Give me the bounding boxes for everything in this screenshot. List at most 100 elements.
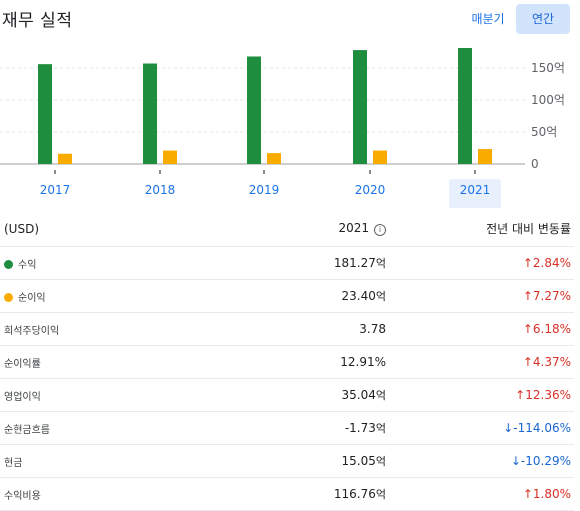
change-value: -10.29% [520, 454, 571, 468]
annual-toggle-button[interactable]: 연간 [516, 4, 570, 34]
metric-value: 3.78 [359, 322, 386, 336]
metric-label: 영업이익 [4, 391, 41, 403]
metric-label: 수익비용 [4, 490, 41, 502]
table-row: 영업이익 35.04억 ↑12.36% [0, 378, 574, 412]
arrow-up-icon: ↑ [522, 289, 533, 303]
unit-label: 억 [375, 257, 386, 270]
unit-label: 억 [375, 488, 386, 501]
table-header-row: (USD) 2021 i 전년 대비 변동률 [0, 211, 574, 247]
metric-value-cell: 23.40억 [235, 279, 387, 313]
currency-header: (USD) [0, 211, 235, 247]
change-cell: ↑2.84% [387, 246, 574, 280]
table-row: 희석주당이익 3.78 ↑6.18% [0, 312, 574, 346]
net-income-bar [373, 150, 387, 164]
change-cell: ↓-114.06% [387, 411, 574, 445]
change-value: 1.80% [532, 487, 571, 501]
financial-table: (USD) 2021 i 전년 대비 변동률 수익 181.27억 ↑2.84% 순이익… [0, 211, 574, 511]
metric-value-cell: 15.05억 [235, 444, 387, 478]
change-cell: ↑4.37% [387, 345, 574, 379]
legend-dot-icon [4, 259, 13, 269]
metric-value-cell: 116.76억 [235, 477, 387, 511]
metric-value: 35.04 [341, 388, 376, 402]
metric-label: 수익 [18, 259, 37, 271]
unit-label: 억 [375, 389, 386, 402]
year-header-label: 2021 [338, 221, 369, 235]
change-value: -114.06% [513, 421, 571, 435]
table-row: 순현금흐름 -1.73억 ↓-114.06% [0, 411, 574, 445]
arrow-down-icon: ↓ [510, 454, 521, 468]
quarterly-toggle-button[interactable]: 매분기 [471, 12, 505, 26]
change-value: 7.27% [532, 289, 571, 303]
unit-label: 억 [375, 290, 386, 303]
y-tick-label: 50억 [531, 125, 557, 139]
metric-value-cell: 3.78 [235, 312, 387, 346]
table-row: 순이익률 12.91% ↑4.37% [0, 345, 574, 379]
arrow-up-icon: ↑ [522, 322, 533, 336]
table-row: 수익 181.27억 ↑2.84% [0, 246, 574, 280]
metric-label: 순현금흐름 [4, 424, 50, 436]
arrow-up-icon: ↑ [522, 487, 533, 501]
net-income-bar [267, 153, 281, 164]
section-title: 재무 실적 [2, 11, 73, 31]
x-tick-label[interactable]: 2020 [355, 183, 386, 197]
revenue-bar [247, 56, 261, 165]
unit-label: 억 [375, 455, 386, 468]
arrow-down-icon: ↓ [503, 421, 514, 435]
net-income-bar [163, 150, 177, 164]
change-value: 12.36% [525, 388, 571, 402]
selected-year-highlight [449, 179, 501, 208]
table-row: 현금 15.05억 ↓-10.29% [0, 444, 574, 478]
metric-label: 순이익률 [4, 358, 41, 370]
table-row: 순이익 23.40억 ↑7.27% [0, 279, 574, 313]
metric-value-cell: 35.04억 [235, 378, 387, 412]
metric-label: 현금 [4, 457, 23, 469]
metric-label-cell: 수익 [0, 246, 235, 280]
metric-label: 희석주당이익 [4, 325, 60, 337]
arrow-up-icon: ↑ [515, 388, 526, 402]
x-tick-label[interactable]: 2021 [460, 183, 491, 197]
metric-label-cell: 현금 [0, 444, 235, 478]
metric-label-cell: 순이익 [0, 279, 235, 313]
y-tick-label: 150억 [531, 61, 565, 75]
arrow-up-icon: ↑ [522, 355, 533, 369]
change-value: 4.37% [532, 355, 571, 369]
revenue-bar [458, 47, 472, 164]
metric-label: 순이익 [18, 292, 46, 304]
change-cell: ↑6.18% [387, 312, 574, 346]
metric-value: 12.91% [340, 355, 386, 369]
net-income-bar [478, 149, 492, 164]
metric-label-cell: 순이익률 [0, 345, 235, 379]
change-value: 6.18% [532, 322, 571, 336]
change-header: 전년 대비 변동률 [387, 211, 574, 247]
y-tick-label: 100억 [531, 93, 565, 107]
x-tick-label[interactable]: 2019 [249, 183, 280, 197]
metric-label-cell: 희석주당이익 [0, 312, 235, 346]
arrow-up-icon: ↑ [522, 256, 533, 270]
financial-bar-chart: 0 50억 100억 150억 2017 2018 2019 2020 2021 [0, 47, 565, 208]
legend-dot-icon [4, 292, 13, 302]
metric-label-cell: 수익비용 [0, 477, 235, 511]
metric-label-cell: 순현금흐름 [0, 411, 235, 445]
metric-value: 15.05 [341, 454, 376, 468]
y-tick-label: 0 [531, 157, 539, 171]
change-cell: ↑1.80% [387, 477, 574, 511]
revenue-bar [353, 50, 367, 164]
revenue-bar [143, 63, 157, 164]
change-cell: ↓-10.29% [387, 444, 574, 478]
net-income-bar [58, 153, 72, 164]
unit-label: 억 [375, 422, 386, 435]
revenue-bar [38, 64, 52, 164]
metric-value-cell: 12.91% [235, 345, 387, 379]
table-row: 수익비용 116.76억 ↑1.80% [0, 477, 574, 511]
metric-value-cell: -1.73억 [235, 411, 387, 445]
change-cell: ↑7.27% [387, 279, 574, 313]
metric-value: 181.27 [333, 256, 376, 270]
x-tick-label[interactable]: 2017 [40, 183, 71, 197]
metric-value: 116.76 [333, 487, 376, 501]
metric-value: -1.73 [344, 421, 376, 435]
change-value: 2.84% [532, 256, 571, 270]
x-tick-label[interactable]: 2018 [145, 183, 176, 197]
change-cell: ↑12.36% [387, 378, 574, 412]
metric-label-cell: 영업이익 [0, 378, 235, 412]
info-icon[interactable]: i [374, 224, 386, 236]
